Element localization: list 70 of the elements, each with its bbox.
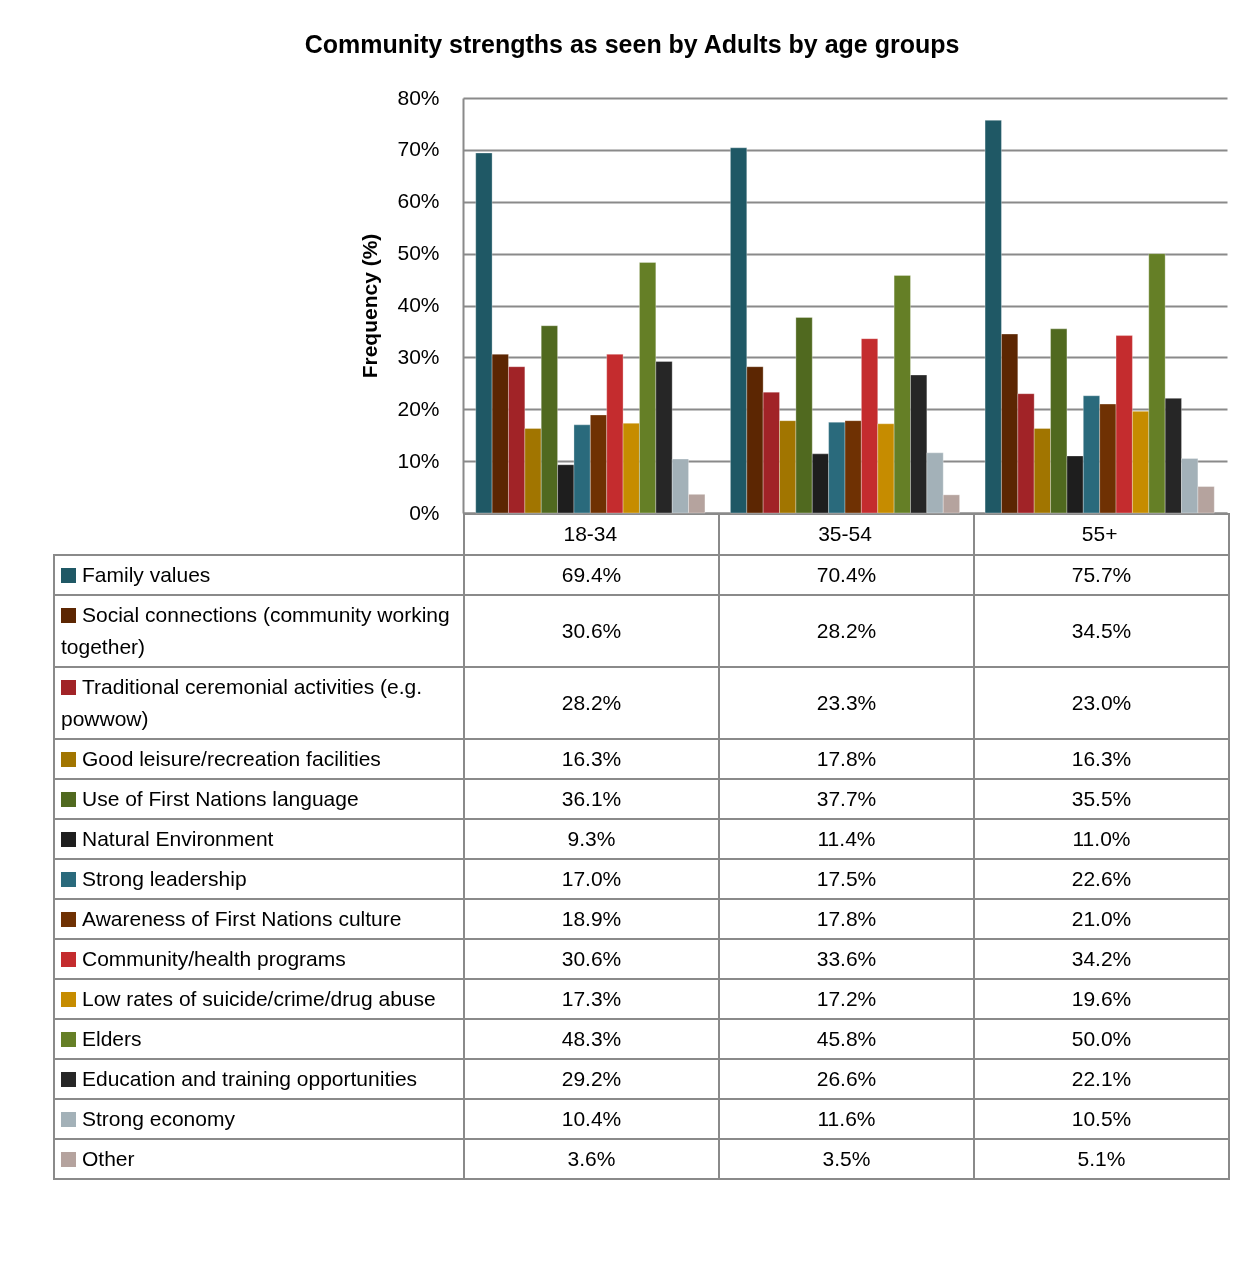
y-axis-title: Frequency (%): [358, 233, 382, 379]
x-tick-label: 35-54: [818, 521, 873, 545]
y-tick-label: 70%: [397, 137, 440, 161]
data-label: 3.5%: [719, 1139, 974, 1179]
data-label: 17.3%: [464, 979, 719, 1019]
data-label: 11.6%: [719, 1099, 974, 1139]
data-label: 33.6%: [719, 939, 974, 979]
data-label: 16.3%: [974, 739, 1229, 779]
data-label: 37.7%: [719, 779, 974, 819]
data-label: 69.4%: [464, 555, 719, 595]
data-label: 9.3%: [464, 819, 719, 859]
y-tick-label: 80%: [397, 85, 440, 109]
data-label: 48.3%: [464, 1019, 719, 1059]
y-tick-label: 30%: [397, 344, 440, 368]
data-label: 26.6%: [719, 1059, 974, 1099]
legend-label: Education and training opportunities: [54, 1059, 464, 1099]
data-label: 45.8%: [719, 1019, 974, 1059]
data-label: 17.8%: [719, 899, 974, 939]
legend-label: Awareness of First Nations culture: [54, 899, 464, 939]
data-label: 18.9%: [464, 899, 719, 939]
data-label: 10.5%: [974, 1099, 1229, 1139]
data-label: 22.6%: [974, 859, 1229, 899]
legend-label: Social connections (community working together): [54, 595, 464, 667]
data-label: 5.1%: [974, 1139, 1229, 1179]
data-label: 70.4%: [719, 555, 974, 595]
data-label: 28.2%: [719, 595, 974, 667]
data-label: 17.5%: [719, 859, 974, 899]
data-label: 3.6%: [464, 1139, 719, 1179]
legend-label: Strong leadership: [54, 859, 464, 899]
legend-label: Use of First Nations language: [54, 779, 464, 819]
data-label: 29.2%: [464, 1059, 719, 1099]
legend-label: Community/health programs: [54, 939, 464, 979]
data-label: 36.1%: [464, 779, 719, 819]
data-label: 11.0%: [974, 819, 1229, 859]
data-label: 17.0%: [464, 859, 719, 899]
y-tick-label: 40%: [397, 293, 440, 316]
y-tick-label: 10%: [397, 448, 440, 472]
data-label: 22.1%: [974, 1059, 1229, 1099]
legend-label: Strong economy: [54, 1099, 464, 1139]
data-label: 19.6%: [974, 979, 1229, 1019]
y-tick-label: 0%: [409, 500, 440, 524]
data-label: 16.3%: [464, 739, 719, 779]
legend-label: Traditional ceremonial activities (e.g. powwow): [54, 667, 464, 739]
data-label: 11.4%: [719, 819, 974, 859]
legend-label: Elders: [54, 1019, 464, 1059]
data-label: 21.0%: [974, 899, 1229, 939]
legend-label: Family values: [54, 555, 464, 595]
data-label: 34.5%: [974, 595, 1229, 667]
legend-label: Other: [54, 1139, 464, 1179]
data-label: 10.4%: [464, 1099, 719, 1139]
data-label: 28.2%: [464, 667, 719, 739]
data-label: 34.2%: [974, 939, 1229, 979]
x-tick-label: 18-34: [563, 521, 618, 545]
y-tick-label: 20%: [397, 396, 440, 420]
data-label: 30.6%: [464, 595, 719, 667]
data-label: 75.7%: [974, 555, 1229, 595]
chart-title: Community strengths as seen by Adults by age groups: [303, 30, 961, 59]
legend-label: Natural Environment: [54, 819, 464, 859]
data-label: 17.8%: [719, 739, 974, 779]
legend-label: Low rates of suicide/crime/drug abuse: [54, 979, 464, 1019]
data-label: 35.5%: [974, 779, 1229, 819]
data-label: 23.0%: [974, 667, 1229, 739]
data-label: 23.3%: [719, 667, 974, 739]
data-label: 30.6%: [464, 939, 719, 979]
y-tick-label: 50%: [397, 241, 440, 265]
x-tick-label: 55+: [1081, 521, 1118, 545]
y-tick-label: 60%: [397, 189, 440, 213]
legend-label: Good leisure/recreation facilities: [54, 739, 464, 779]
data-label: 50.0%: [974, 1019, 1229, 1059]
data-label: 17.2%: [719, 979, 974, 1019]
